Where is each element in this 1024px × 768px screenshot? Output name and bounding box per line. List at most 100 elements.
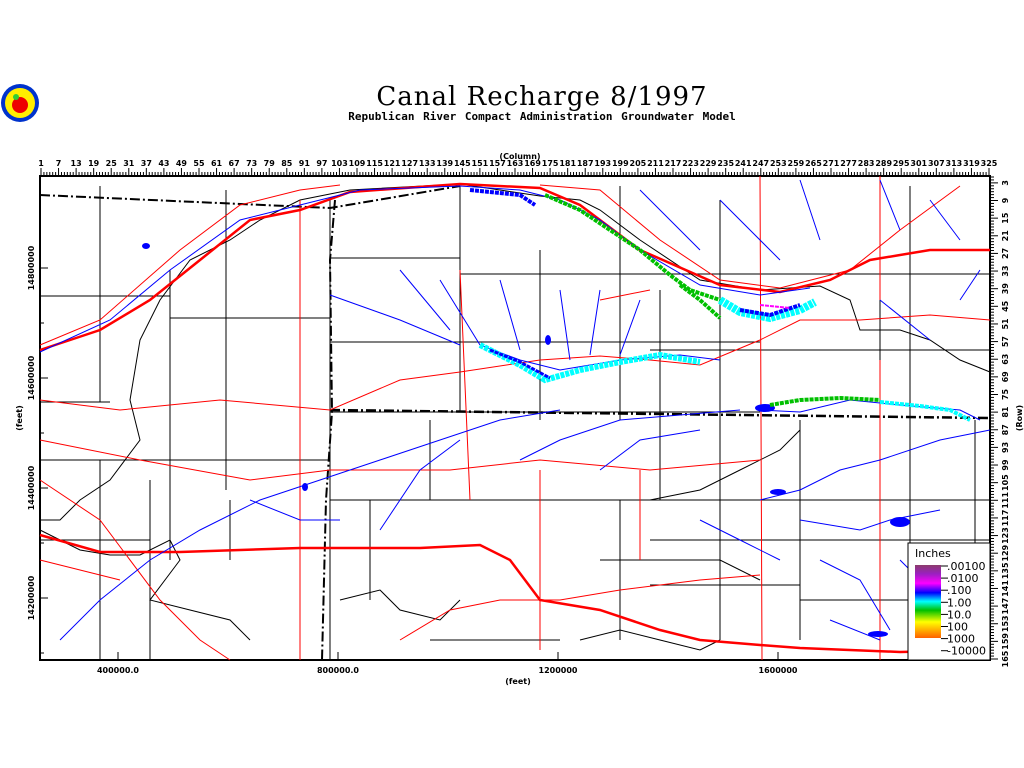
right-tick-label: 9 bbox=[1001, 197, 1010, 203]
left-tick-label: 14800000 bbox=[27, 245, 36, 290]
right-tick-label: 75 bbox=[1001, 388, 1010, 400]
right-tick-label: 129 bbox=[1001, 544, 1010, 561]
legend-color-bar bbox=[915, 565, 941, 638]
top-tick-label: 133 bbox=[419, 159, 436, 168]
top-tick-label: 1 bbox=[38, 159, 44, 168]
bottom-tick-label: 1200000 bbox=[539, 666, 578, 675]
top-axis-title: (Column) bbox=[499, 152, 540, 161]
top-tick-label: 247 bbox=[752, 159, 769, 168]
right-tick-label: 93 bbox=[1001, 442, 1010, 453]
top-tick-label: 139 bbox=[436, 159, 453, 168]
top-tick-label: 301 bbox=[910, 159, 927, 168]
right-tick-label: 141 bbox=[1001, 580, 1010, 597]
top-tick-label: 163 bbox=[507, 159, 524, 168]
right-tick-label: 123 bbox=[1001, 527, 1010, 544]
top-tick-label: 103 bbox=[331, 159, 348, 168]
legend-label: 100 bbox=[947, 621, 968, 634]
top-tick-label: 25 bbox=[106, 159, 118, 168]
top-tick-label: 175 bbox=[542, 159, 559, 168]
top-tick-label: 73 bbox=[246, 159, 257, 168]
right-tick-label: 135 bbox=[1001, 562, 1010, 579]
right-axis-labels: 3915212733394551576369758187939910511111… bbox=[1001, 180, 1010, 667]
right-tick-label: 63 bbox=[1001, 354, 1010, 365]
bottom-tick-label: 1600000 bbox=[759, 666, 798, 675]
right-tick-label: 51 bbox=[1001, 318, 1010, 330]
top-tick-label: 223 bbox=[682, 159, 699, 168]
reservoirs bbox=[142, 243, 910, 637]
top-tick-label: 229 bbox=[700, 159, 717, 168]
right-tick-label: 159 bbox=[1001, 633, 1010, 650]
legend-label: 10.0 bbox=[947, 608, 972, 621]
top-tick-label: 265 bbox=[805, 159, 822, 168]
axis-ticks bbox=[40, 168, 998, 660]
right-tick-label: 21 bbox=[1001, 230, 1010, 242]
top-tick-label: 157 bbox=[489, 159, 506, 168]
left-tick-label: 14200000 bbox=[27, 575, 36, 620]
top-tick-label: 151 bbox=[472, 159, 489, 168]
right-tick-label: 33 bbox=[1001, 265, 1010, 276]
top-tick-label: 187 bbox=[577, 159, 594, 168]
top-tick-label: 127 bbox=[401, 159, 418, 168]
top-tick-label: 37 bbox=[141, 159, 152, 168]
top-tick-label: 115 bbox=[366, 159, 383, 168]
right-tick-label: 165 bbox=[1001, 650, 1010, 667]
top-tick-label: 211 bbox=[647, 159, 664, 168]
right-tick-label: 15 bbox=[1001, 212, 1010, 224]
top-tick-label: 283 bbox=[858, 159, 875, 168]
top-tick-label: 235 bbox=[717, 159, 734, 168]
legend-title: Inches bbox=[915, 547, 951, 560]
top-tick-label: 67 bbox=[229, 159, 240, 168]
top-tick-label: 325 bbox=[981, 159, 998, 168]
apple-seal-logo bbox=[1, 84, 39, 122]
top-tick-label: 277 bbox=[840, 159, 857, 168]
top-tick-label: 295 bbox=[893, 159, 910, 168]
right-tick-label: 99 bbox=[1001, 459, 1010, 471]
top-tick-label: 271 bbox=[823, 159, 840, 168]
legend-label: .00100 bbox=[947, 560, 986, 573]
top-tick-label: 121 bbox=[384, 159, 401, 168]
legend-label: 1.00 bbox=[947, 596, 972, 609]
top-tick-label: 97 bbox=[316, 159, 327, 168]
right-tick-label: 69 bbox=[1001, 371, 1010, 383]
roads bbox=[39, 175, 991, 661]
top-tick-label: 199 bbox=[612, 159, 629, 168]
top-tick-label: 205 bbox=[630, 159, 647, 168]
canal-recharge-cells bbox=[469, 188, 971, 422]
left-axis-title: (feet) bbox=[15, 405, 24, 430]
top-tick-label: 289 bbox=[875, 159, 892, 168]
top-tick-label: 313 bbox=[946, 159, 963, 168]
top-tick-label: 55 bbox=[193, 159, 205, 168]
top-tick-label: 43 bbox=[158, 159, 169, 168]
legend: Inches .00100.0100.1001.0010.01001000-10… bbox=[907, 542, 991, 661]
right-tick-label: 3 bbox=[1001, 180, 1010, 186]
left-tick-label: 14600000 bbox=[27, 355, 36, 400]
top-tick-label: 241 bbox=[735, 159, 752, 168]
left-tick-label: 14400000 bbox=[27, 465, 36, 510]
top-tick-label: 13 bbox=[71, 159, 82, 168]
right-tick-label: 87 bbox=[1001, 424, 1010, 435]
bottom-axis-title: (feet) bbox=[505, 677, 530, 686]
legend-label: .100 bbox=[947, 584, 972, 597]
legend-label: 1000 bbox=[947, 633, 975, 646]
bottom-tick-label: 800000.0 bbox=[317, 666, 359, 675]
right-tick-label: 147 bbox=[1001, 598, 1010, 615]
right-tick-label: 153 bbox=[1001, 615, 1010, 632]
top-tick-label: 259 bbox=[788, 159, 805, 168]
right-tick-label: 105 bbox=[1001, 474, 1010, 491]
map-subtitle: Republican River Compact Administration … bbox=[348, 110, 736, 123]
right-tick-label: 57 bbox=[1001, 336, 1010, 347]
top-tick-label: 181 bbox=[559, 159, 576, 168]
county-boundaries bbox=[39, 183, 991, 661]
bottom-tick-label: 400000.0 bbox=[97, 666, 139, 675]
top-tick-label: 319 bbox=[963, 159, 980, 168]
top-axis-labels: 1 7 13 19 25 31 37 43 49 55 61 67 73 79 85 91 97 103 109 11… bbox=[38, 159, 998, 168]
legend-label: .0100 bbox=[947, 572, 979, 585]
top-tick-label: 61 bbox=[211, 159, 223, 168]
right-axis-title: (Row) bbox=[1015, 405, 1024, 431]
top-tick-label: 307 bbox=[928, 159, 945, 168]
top-tick-label: 79 bbox=[264, 159, 276, 168]
top-tick-label: 85 bbox=[281, 159, 293, 168]
top-tick-label: 109 bbox=[349, 159, 366, 168]
top-tick-label: 193 bbox=[594, 159, 611, 168]
